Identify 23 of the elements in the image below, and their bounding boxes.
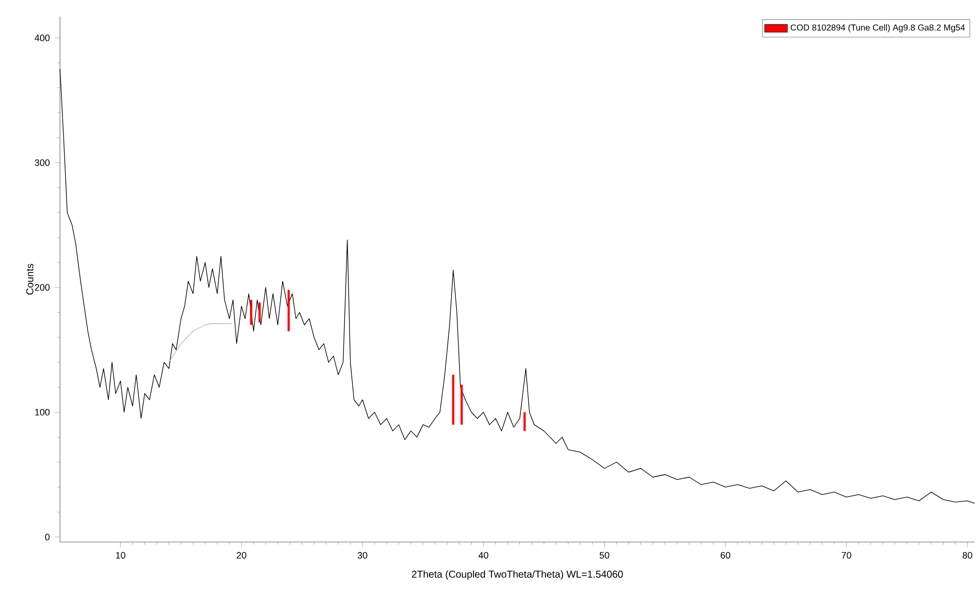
x-tick-label: 50 [600,552,610,559]
bar [288,290,290,332]
x-tick-label: 70 [842,552,852,559]
y-tick-label: 100 [35,408,50,416]
y-tick-label: 400 [34,34,50,42]
x-tick-label: 20 [236,552,246,559]
x-tick-label: 80 [962,552,972,559]
y-tick-label: 200 [34,284,50,291]
y-axis-title: Counts [26,264,34,295]
line-series [60,68,976,504]
bar [452,374,454,425]
bar [250,300,252,325]
x-axis-title: 2Theta (Coupled TwoTheta/Theta) WL=1.54060 [412,570,623,580]
x-tick-label: 60 [720,552,730,559]
bar [524,412,526,431]
y-tick-label: 300 [34,159,50,166]
y-tick-label: 0 [45,534,50,540]
bar [258,302,261,322]
legend-label: COD 8102894 (Tune Cell) Ag9.8 Ga8.2 Mg54 [790,24,965,32]
x-tick-label: 40 [478,552,488,559]
x-tick-label: 30 [358,552,368,559]
x-tick-label: 10 [116,552,126,559]
bar [460,384,463,425]
